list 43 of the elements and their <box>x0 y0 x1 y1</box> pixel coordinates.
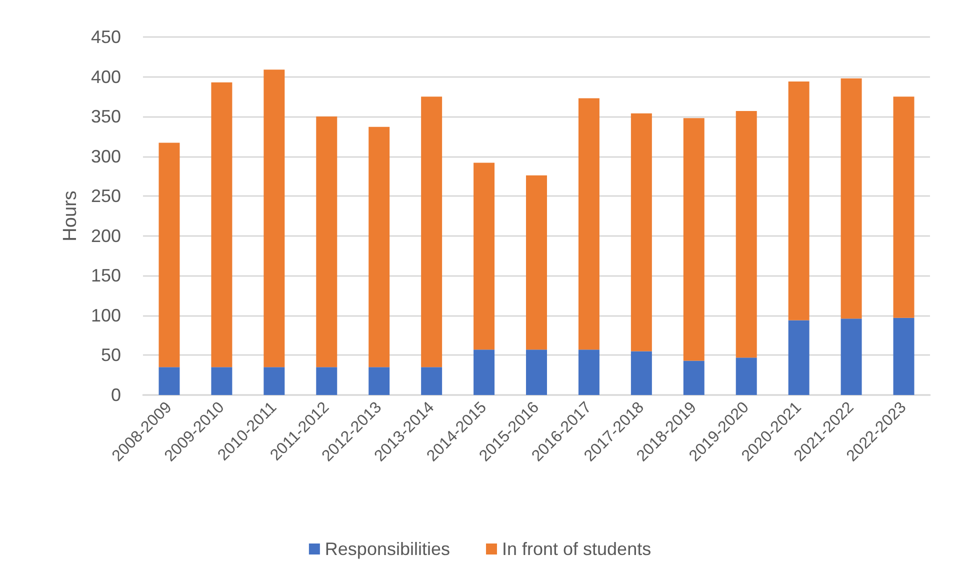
bar <box>630 351 652 395</box>
y-tick-label: 400 <box>90 66 121 87</box>
y-axis-title: Hours <box>60 190 82 242</box>
bar <box>526 350 547 395</box>
bar <box>736 358 757 395</box>
bar <box>526 175 547 350</box>
y-tick-label: 250 <box>90 186 121 206</box>
bar <box>893 318 914 395</box>
bar <box>788 320 810 395</box>
bar <box>421 367 442 395</box>
bar <box>211 82 232 368</box>
bar <box>736 110 757 358</box>
bar <box>158 367 180 395</box>
bar <box>421 96 442 368</box>
bar <box>893 96 914 318</box>
bar <box>840 318 862 395</box>
bar <box>840 78 862 319</box>
bar <box>316 116 338 368</box>
bar <box>264 70 285 368</box>
legend-label: In front of students <box>502 539 652 559</box>
y-tick-label: 350 <box>90 106 121 127</box>
bar <box>788 82 810 320</box>
bar <box>474 162 495 350</box>
legend-label: Responsibilities <box>324 539 450 559</box>
bar <box>158 142 180 368</box>
bar <box>683 118 704 361</box>
y-tick-label: 450 <box>90 27 121 47</box>
bar <box>316 367 338 395</box>
y-tick-label: 300 <box>90 146 121 166</box>
bar <box>683 360 704 395</box>
bar <box>368 367 390 395</box>
y-tick-label: 150 <box>90 266 121 286</box>
bar <box>578 350 600 395</box>
bar <box>474 350 495 395</box>
bar <box>368 126 390 368</box>
bar <box>630 113 652 352</box>
y-tick-label: 0 <box>110 385 121 405</box>
y-tick-label: 50 <box>100 345 121 366</box>
y-tick-label: 100 <box>90 305 121 326</box>
bar <box>578 98 600 350</box>
y-tick-label: 200 <box>90 226 121 246</box>
bar <box>211 367 232 395</box>
bar <box>264 367 285 395</box>
